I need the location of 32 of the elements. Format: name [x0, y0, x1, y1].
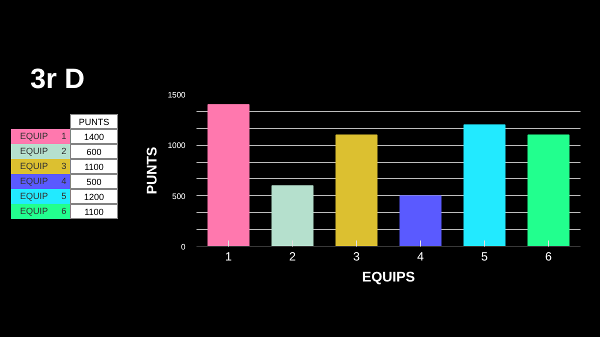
x-tick-label: 6: [545, 250, 552, 264]
bar: [272, 185, 314, 246]
text: EQUIP 2: [20, 146, 66, 156]
bar: [528, 134, 570, 246]
y-tick-label: 500: [172, 192, 186, 201]
data-label: 1100: [70, 204, 118, 219]
bar: [464, 124, 506, 246]
x-tick-label: 3: [353, 250, 360, 264]
text: EQUIP 1: [20, 131, 66, 141]
text: 3r D: [29, 62, 86, 96]
y-tick-label: 0: [181, 242, 186, 252]
bar: [208, 104, 250, 246]
bar: [336, 134, 378, 246]
x-tick-label: 2: [289, 250, 296, 264]
data-label: 1200: [70, 189, 118, 204]
data-label: 600: [70, 144, 118, 159]
x-tick-label: 1: [225, 250, 232, 264]
text: EQUIP 3: [20, 161, 66, 171]
x-tick-label: 4: [417, 250, 424, 264]
data-label: 500: [70, 174, 118, 189]
bar: [400, 195, 442, 246]
text: EQUIP 4: [20, 176, 66, 186]
text: EQUIP 6: [20, 206, 66, 216]
text: PUNTS: [70, 114, 118, 129]
data-label: 1100: [70, 159, 118, 174]
x-axis-title: EQUIPS: [362, 268, 415, 284]
data-label: 1400: [70, 129, 118, 144]
y-tick-label: 1000: [168, 141, 186, 150]
x-tick-label: 5: [481, 250, 488, 264]
y-axis-title: PUNTS: [144, 146, 160, 194]
text: EQUIP 5: [20, 191, 66, 201]
y-tick-label: 1500: [168, 90, 186, 100]
